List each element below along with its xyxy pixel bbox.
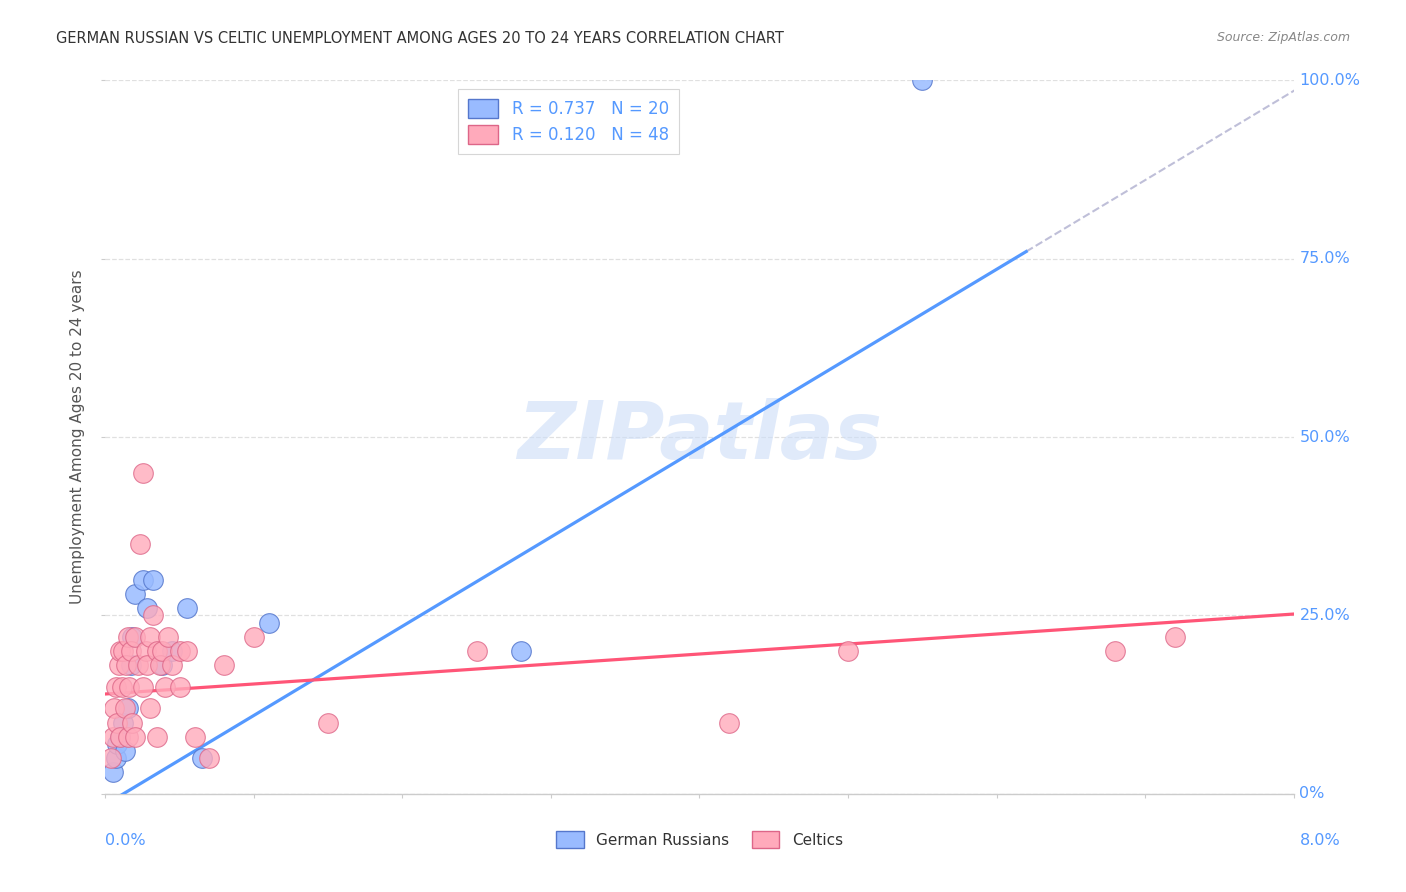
- Point: [135, 644, 157, 658]
- Point: [110, 730, 132, 744]
- Point: [100, 751, 122, 765]
- Point: [176, 644, 198, 658]
- Point: [112, 644, 135, 658]
- Point: [837, 644, 859, 658]
- Point: [198, 751, 221, 765]
- Point: [131, 466, 153, 480]
- Text: 25.0%: 25.0%: [1299, 608, 1350, 623]
- Point: [136, 658, 159, 673]
- Point: [104, 751, 127, 765]
- Text: 75.0%: 75.0%: [1299, 252, 1350, 266]
- Point: [103, 701, 125, 715]
- Point: [108, 658, 131, 673]
- Point: [146, 644, 169, 658]
- Point: [112, 715, 135, 730]
- Point: [510, 644, 533, 658]
- Point: [146, 730, 169, 744]
- Point: [911, 73, 934, 87]
- Text: 0.0%: 0.0%: [105, 833, 146, 848]
- Point: [105, 715, 128, 730]
- Point: [149, 658, 172, 673]
- Point: [139, 630, 162, 644]
- Point: [131, 680, 153, 694]
- Point: [150, 658, 173, 673]
- Point: [176, 601, 198, 615]
- Point: [124, 630, 146, 644]
- Point: [1104, 644, 1126, 658]
- Text: 50.0%: 50.0%: [1299, 430, 1350, 444]
- Point: [162, 658, 184, 673]
- Point: [139, 701, 162, 715]
- Point: [142, 608, 165, 623]
- Point: [718, 715, 741, 730]
- Point: [316, 715, 339, 730]
- Point: [156, 630, 179, 644]
- Point: [257, 615, 280, 630]
- Point: [169, 644, 191, 658]
- Y-axis label: Unemployment Among Ages 20 to 24 years: Unemployment Among Ages 20 to 24 years: [70, 269, 86, 605]
- Text: 100.0%: 100.0%: [1299, 73, 1361, 87]
- Point: [120, 658, 142, 673]
- Point: [101, 765, 124, 780]
- Point: [162, 644, 184, 658]
- Legend: German Russians, Celtics: German Russians, Celtics: [547, 822, 852, 857]
- Point: [153, 680, 176, 694]
- Point: [117, 730, 139, 744]
- Point: [114, 701, 136, 715]
- Point: [110, 730, 132, 744]
- Point: [105, 737, 128, 751]
- Point: [117, 701, 139, 715]
- Text: GERMAN RUSSIAN VS CELTIC UNEMPLOYMENT AMONG AGES 20 TO 24 YEARS CORRELATION CHAR: GERMAN RUSSIAN VS CELTIC UNEMPLOYMENT AM…: [56, 31, 785, 46]
- Text: Source: ZipAtlas.com: Source: ZipAtlas.com: [1216, 31, 1350, 45]
- Point: [191, 751, 214, 765]
- Point: [465, 644, 488, 658]
- Text: ZIPatlas: ZIPatlas: [517, 398, 882, 476]
- Point: [169, 680, 191, 694]
- Text: 8.0%: 8.0%: [1299, 833, 1340, 848]
- Point: [114, 744, 136, 758]
- Point: [121, 715, 143, 730]
- Point: [150, 644, 173, 658]
- Point: [183, 730, 205, 744]
- Point: [142, 573, 165, 587]
- Point: [104, 680, 127, 694]
- Point: [111, 680, 134, 694]
- Point: [110, 644, 132, 658]
- Point: [127, 658, 149, 673]
- Point: [128, 537, 150, 551]
- Point: [136, 601, 159, 615]
- Text: 0%: 0%: [1299, 787, 1324, 801]
- Point: [115, 658, 138, 673]
- Point: [1164, 630, 1187, 644]
- Point: [121, 630, 143, 644]
- Point: [117, 630, 139, 644]
- Point: [120, 644, 142, 658]
- Point: [243, 630, 266, 644]
- Point: [101, 730, 124, 744]
- Point: [214, 658, 236, 673]
- Point: [124, 730, 146, 744]
- Point: [118, 680, 141, 694]
- Point: [124, 587, 146, 601]
- Point: [131, 573, 153, 587]
